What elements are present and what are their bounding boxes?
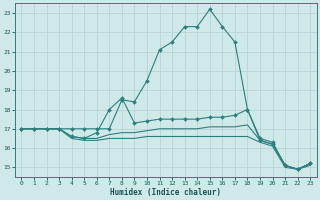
X-axis label: Humidex (Indice chaleur): Humidex (Indice chaleur) — [110, 188, 221, 197]
